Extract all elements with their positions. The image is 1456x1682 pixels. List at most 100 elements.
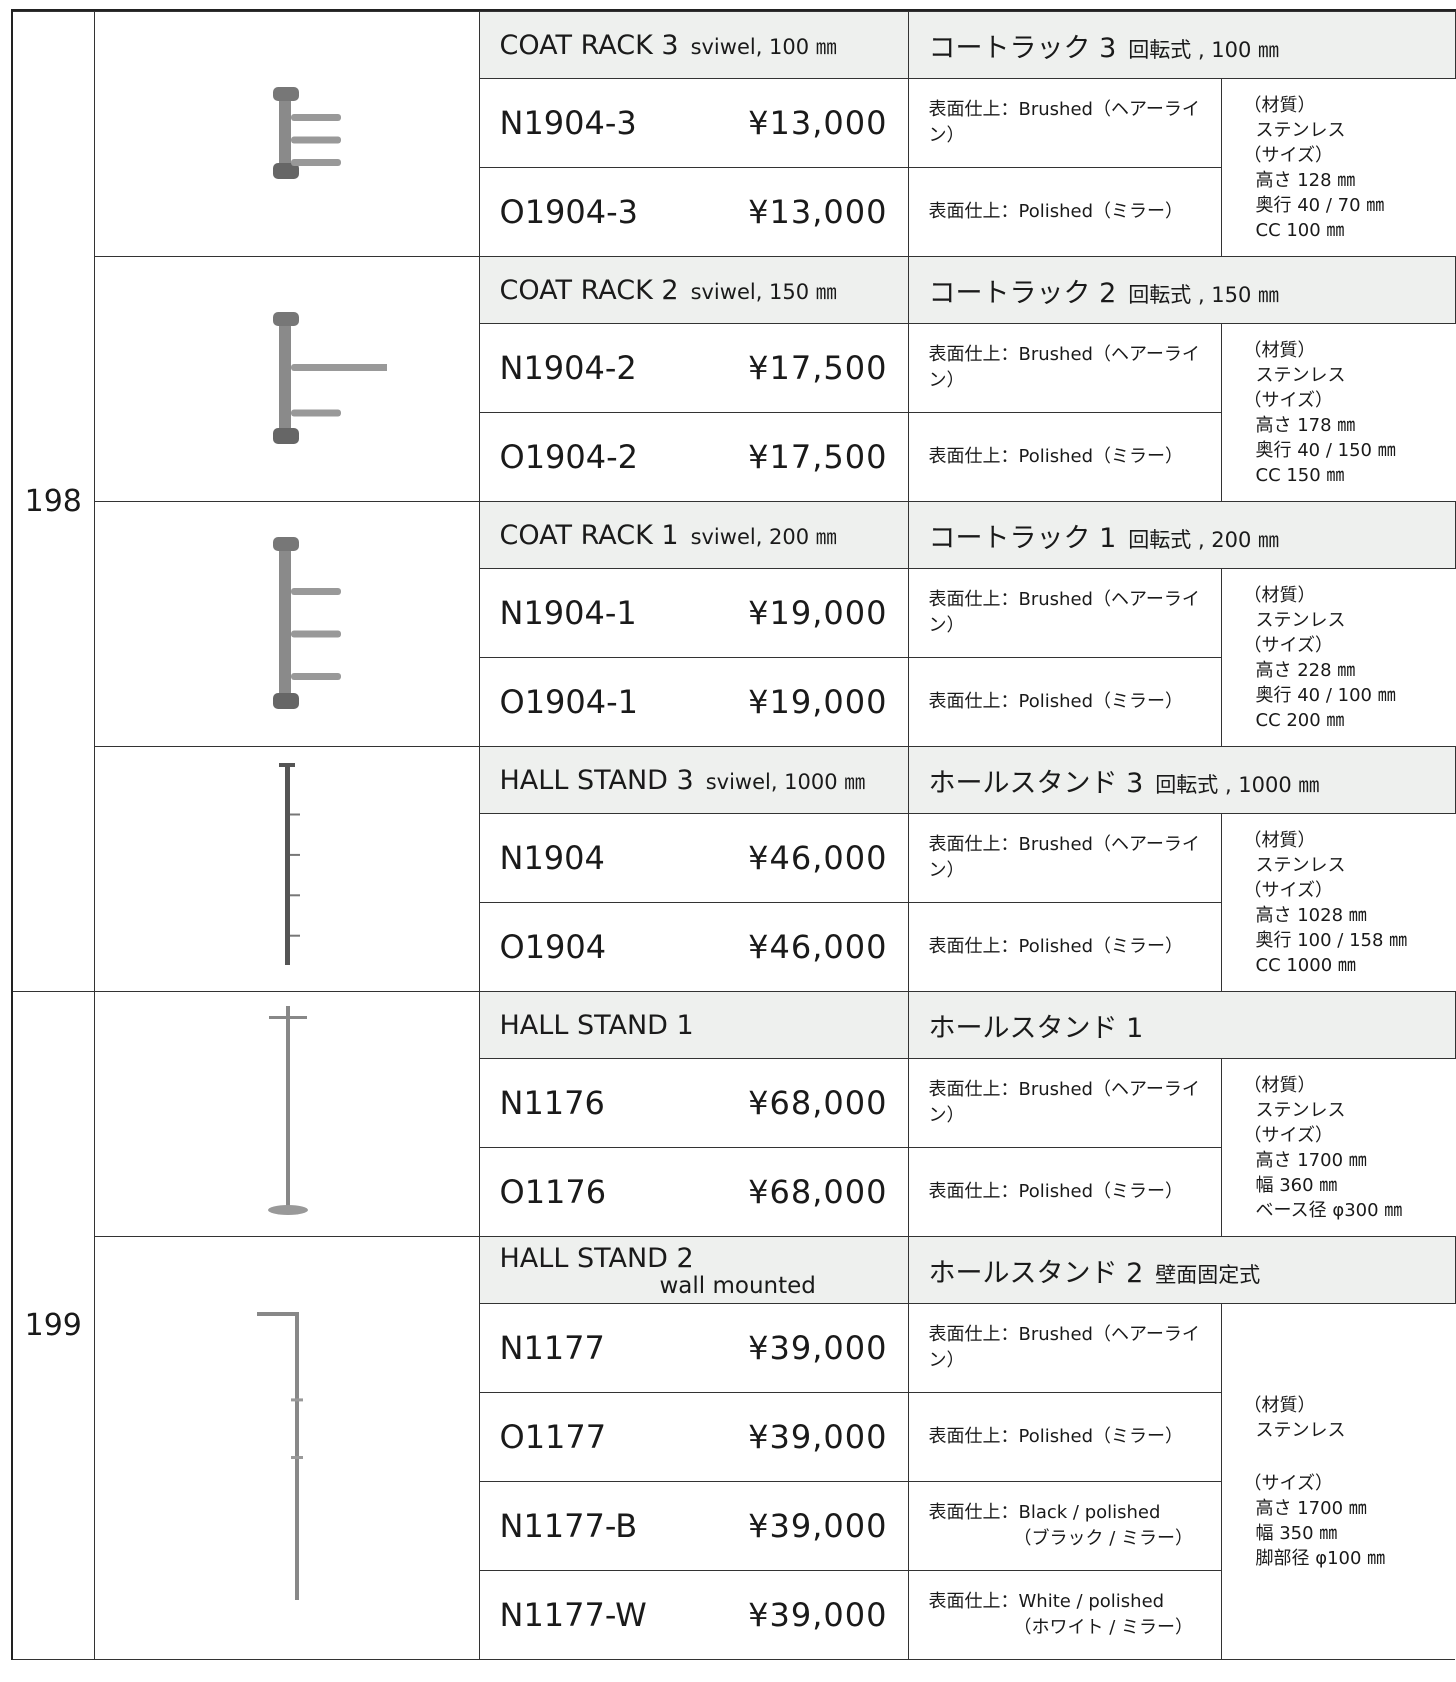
price: ¥39,000	[748, 1596, 888, 1634]
name-ja-note: 回転式 , 150 ㎜	[1128, 282, 1280, 307]
product-name: COAT RACK 2 sviwel, 150 ㎜	[478, 256, 909, 324]
product-image	[272, 312, 401, 444]
code-price: O1904-1 ¥19,000	[478, 657, 909, 747]
spec-line: 高さ 128 ㎜	[1255, 169, 1356, 191]
image-part	[289, 934, 300, 937]
image-part	[272, 87, 299, 101]
finish: 表面仕上：Brushed（ヘアーライン）	[907, 323, 1222, 413]
spec-label: （材質）	[1243, 829, 1316, 851]
price-table: 198 COAT RACK 3 sviwel, 100 ㎜ コートラック 3 回転式 ,…	[11, 11, 1456, 1660]
spec-label: （材質）	[1243, 1394, 1316, 1416]
image-cell	[93, 256, 480, 502]
price: ¥13,000	[748, 104, 888, 142]
page-number: 198	[11, 11, 95, 992]
image-part	[289, 894, 300, 897]
name-sub: wall mounted	[659, 1272, 816, 1299]
code-price: N1904-1 ¥19,000	[478, 568, 909, 658]
image-part	[290, 1398, 303, 1402]
item-row: O1904-1 ¥19,000 表面仕上：Polished（ミラー）	[12, 657, 1455, 747]
spec-group: （材質） ステンレス	[1244, 828, 1456, 878]
finish-line: 表面仕上：Polished（ミラー）	[928, 691, 1184, 712]
product-name-ja: コートラック 2 回転式 , 150 ㎜	[907, 256, 1456, 324]
spec-group: （材質） ステンレス	[1244, 1073, 1456, 1123]
image-part	[290, 630, 341, 638]
code: O1176	[499, 1173, 607, 1211]
price: ¥13,000	[748, 193, 888, 231]
name-ja: ホールスタンド 1	[928, 1012, 1144, 1044]
spec-line: ステンレス	[1255, 1419, 1346, 1441]
name-ja-note: 壁面固定式	[1155, 1262, 1261, 1287]
code-price: O1904 ¥46,000	[478, 902, 909, 992]
image-part	[290, 673, 341, 680]
item-row: N1177-W ¥39,000 表面仕上：White / polished （ホワイト…	[12, 1570, 1455, 1660]
product-name-ja: ホールスタンド 1	[907, 991, 1456, 1059]
image-part	[285, 1006, 290, 1208]
spec-label: （サイズ）	[1243, 1472, 1333, 1494]
name-ja-note: 回転式 , 200 ㎜	[1128, 527, 1280, 552]
spec-line: 奥行 40 / 100 ㎜	[1255, 684, 1396, 706]
image-part	[268, 1016, 307, 1019]
code-price: N1177-B ¥39,000	[478, 1481, 909, 1571]
image-cell	[93, 1236, 480, 1660]
spec-label: （材質）	[1243, 584, 1316, 606]
name-ja-note: 回転式 , 1000 ㎜	[1155, 772, 1320, 797]
code-price: N1176 ¥68,000	[478, 1058, 909, 1148]
code: N1177-W	[499, 1596, 647, 1634]
image-part	[284, 763, 290, 965]
finish-line: 表面仕上：Black / polished	[928, 1502, 1161, 1523]
spec-label: （材質）	[1243, 339, 1316, 361]
code: N1176	[499, 1084, 605, 1122]
image-part	[256, 1312, 299, 1316]
price: ¥39,000	[748, 1418, 888, 1456]
image-part	[272, 693, 299, 709]
spec-group: （材質） ステンレス	[1244, 338, 1456, 388]
spec-line: 幅 350 ㎜	[1255, 1522, 1338, 1544]
name-ja: ホールスタンド 2	[928, 1257, 1144, 1289]
code-price: N1904-3 ¥13,000	[478, 78, 909, 168]
header-row: HALL STAND 2 wall mounted ホールスタンド 2 壁面固定式	[12, 1236, 1456, 1660]
product-name-ja: ホールスタンド 3 回転式 , 1000 ㎜	[907, 746, 1456, 814]
image-part	[272, 428, 299, 444]
image-part	[290, 364, 401, 371]
spec-line: 高さ 1028 ㎜	[1255, 904, 1367, 926]
product-name-ja: コートラック 1 回転式 , 200 ㎜	[907, 501, 1456, 569]
spec-line: 奥行 40 / 150 ㎜	[1255, 439, 1396, 461]
image-part	[290, 1456, 303, 1459]
spec-label: （サイズ）	[1243, 144, 1333, 166]
spec-line: ステンレス	[1255, 609, 1346, 631]
finish-line: 表面仕上：White / polished	[928, 1591, 1165, 1612]
image-part	[290, 588, 341, 595]
finish-line: 表面仕上：Polished（ミラー）	[928, 446, 1184, 467]
name: HALL STAND 2	[499, 1242, 694, 1274]
spec-group: （材質） ステンレス	[1244, 93, 1456, 143]
item-row: N1904 ¥46,000 表面仕上：Brushed（ヘアーライン） （材質） ステンレ…	[12, 813, 1456, 992]
image-cell	[93, 991, 480, 1237]
product-name-ja: コートラック 3 回転式 , 100 ㎜	[907, 11, 1456, 79]
header-row: 198 COAT RACK 3 sviwel, 100 ㎜ コートラック 3 回転式 ,…	[11, 11, 1456, 992]
item-row: N1904-1 ¥19,000 表面仕上：Brushed（ヘアーライン） （材質） ステ…	[12, 568, 1455, 747]
code: O1904-3	[499, 193, 639, 231]
item-row: O1177 ¥39,000 表面仕上：Polished（ミラー）	[12, 1392, 1455, 1482]
spec-line: ステンレス	[1255, 1099, 1346, 1121]
finish-line: 表面仕上：Brushed（ヘアーライン）	[928, 1079, 1200, 1126]
code: N1904-3	[499, 104, 637, 142]
image-cell	[93, 11, 480, 257]
finish: 表面仕上：Brushed（ヘアーライン）	[907, 813, 1222, 903]
price: ¥39,000	[748, 1507, 888, 1545]
price: ¥19,000	[748, 594, 888, 632]
code: N1904	[499, 839, 605, 877]
spec-line: CC 1000 ㎜	[1255, 954, 1356, 976]
spec-label: （サイズ）	[1243, 634, 1333, 656]
spec-line: ステンレス	[1255, 119, 1346, 141]
image-part	[278, 87, 291, 177]
product-image	[256, 1312, 303, 1600]
spec-label: （材質）	[1243, 94, 1316, 116]
code: O1904	[499, 928, 607, 966]
header-row: 199 HALL STAND 1 ホールスタンド 1	[11, 991, 1456, 1660]
finish-line: 表面仕上：Brushed（ヘアーライン）	[928, 1324, 1200, 1371]
name-ja: ホールスタンド 3	[928, 767, 1144, 799]
finish-line: 表面仕上：Brushed（ヘアーライン）	[928, 344, 1200, 391]
item-row: O1176 ¥68,000 表面仕上：Polished（ミラー）	[12, 1147, 1455, 1237]
